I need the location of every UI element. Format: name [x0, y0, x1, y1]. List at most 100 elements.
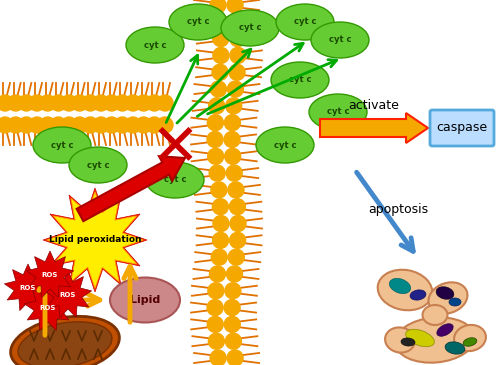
Circle shape — [82, 95, 98, 111]
Circle shape — [212, 199, 228, 215]
FancyArrow shape — [76, 156, 185, 221]
Text: cyt c: cyt c — [51, 141, 73, 150]
Circle shape — [208, 115, 224, 131]
Circle shape — [228, 249, 244, 265]
Ellipse shape — [18, 322, 112, 365]
Ellipse shape — [436, 287, 454, 299]
Circle shape — [125, 95, 141, 111]
Circle shape — [226, 266, 242, 282]
Circle shape — [29, 117, 45, 133]
Circle shape — [226, 165, 242, 181]
Text: cyt c: cyt c — [87, 161, 109, 169]
FancyBboxPatch shape — [430, 110, 494, 146]
Ellipse shape — [406, 329, 434, 347]
Text: cyt c: cyt c — [144, 41, 166, 50]
Text: cyt c: cyt c — [327, 108, 349, 116]
Circle shape — [61, 117, 77, 133]
Ellipse shape — [378, 270, 432, 310]
Circle shape — [207, 300, 223, 316]
Circle shape — [226, 98, 242, 114]
Ellipse shape — [169, 4, 227, 40]
Circle shape — [213, 47, 229, 64]
Circle shape — [208, 148, 224, 164]
Circle shape — [136, 117, 152, 133]
Circle shape — [211, 182, 227, 198]
Ellipse shape — [311, 22, 369, 58]
Circle shape — [224, 148, 240, 164]
Circle shape — [210, 0, 226, 13]
Circle shape — [8, 95, 24, 111]
Circle shape — [224, 115, 240, 131]
Circle shape — [157, 117, 173, 133]
Ellipse shape — [276, 4, 334, 40]
FancyArrow shape — [320, 113, 428, 143]
Text: cyt c: cyt c — [187, 18, 209, 27]
Circle shape — [230, 47, 246, 64]
Circle shape — [210, 81, 226, 97]
Circle shape — [207, 316, 223, 333]
Ellipse shape — [69, 147, 127, 183]
Circle shape — [213, 31, 229, 47]
Circle shape — [213, 215, 229, 231]
Text: ROS: ROS — [42, 272, 58, 278]
Circle shape — [104, 95, 120, 111]
Circle shape — [136, 95, 152, 111]
Circle shape — [210, 350, 226, 365]
Circle shape — [93, 117, 109, 133]
Circle shape — [228, 81, 244, 97]
Circle shape — [50, 117, 66, 133]
Circle shape — [114, 95, 130, 111]
Ellipse shape — [309, 94, 367, 130]
Text: apoptosis: apoptosis — [368, 204, 428, 216]
Text: cyt c: cyt c — [239, 23, 261, 32]
Ellipse shape — [110, 277, 180, 323]
Circle shape — [114, 117, 130, 133]
Polygon shape — [43, 188, 147, 292]
Circle shape — [0, 117, 13, 133]
Polygon shape — [24, 284, 72, 331]
Circle shape — [229, 64, 245, 80]
Circle shape — [18, 95, 34, 111]
Ellipse shape — [422, 305, 448, 325]
Polygon shape — [4, 264, 52, 311]
Ellipse shape — [449, 298, 461, 306]
Circle shape — [212, 14, 228, 30]
Text: cyt c: cyt c — [329, 35, 351, 45]
Circle shape — [227, 350, 243, 365]
Circle shape — [230, 233, 246, 248]
Polygon shape — [47, 192, 143, 288]
Text: caspase: caspase — [436, 122, 488, 134]
Circle shape — [230, 215, 246, 231]
Circle shape — [146, 117, 162, 133]
Ellipse shape — [463, 338, 477, 346]
Circle shape — [227, 0, 243, 13]
Ellipse shape — [221, 10, 279, 46]
Text: ✕: ✕ — [150, 119, 200, 177]
Ellipse shape — [437, 324, 453, 336]
Text: ROS: ROS — [40, 305, 56, 311]
Circle shape — [0, 95, 13, 111]
Text: Lipid: Lipid — [130, 295, 160, 305]
Circle shape — [207, 131, 223, 147]
Circle shape — [157, 95, 173, 111]
Text: activate: activate — [348, 99, 400, 112]
Circle shape — [82, 117, 98, 133]
Ellipse shape — [385, 327, 415, 353]
Circle shape — [211, 249, 227, 265]
Ellipse shape — [390, 278, 410, 293]
Circle shape — [72, 95, 88, 111]
Circle shape — [208, 333, 224, 349]
Ellipse shape — [33, 127, 91, 163]
Text: ROS: ROS — [20, 285, 36, 291]
Text: cyt c: cyt c — [164, 176, 186, 184]
Polygon shape — [44, 271, 92, 318]
Ellipse shape — [401, 338, 415, 346]
Circle shape — [125, 117, 141, 133]
Circle shape — [18, 117, 34, 133]
Text: cyt c: cyt c — [274, 141, 296, 150]
Circle shape — [230, 199, 246, 215]
Circle shape — [224, 131, 240, 147]
Circle shape — [224, 316, 240, 333]
Circle shape — [29, 95, 45, 111]
Circle shape — [226, 333, 242, 349]
